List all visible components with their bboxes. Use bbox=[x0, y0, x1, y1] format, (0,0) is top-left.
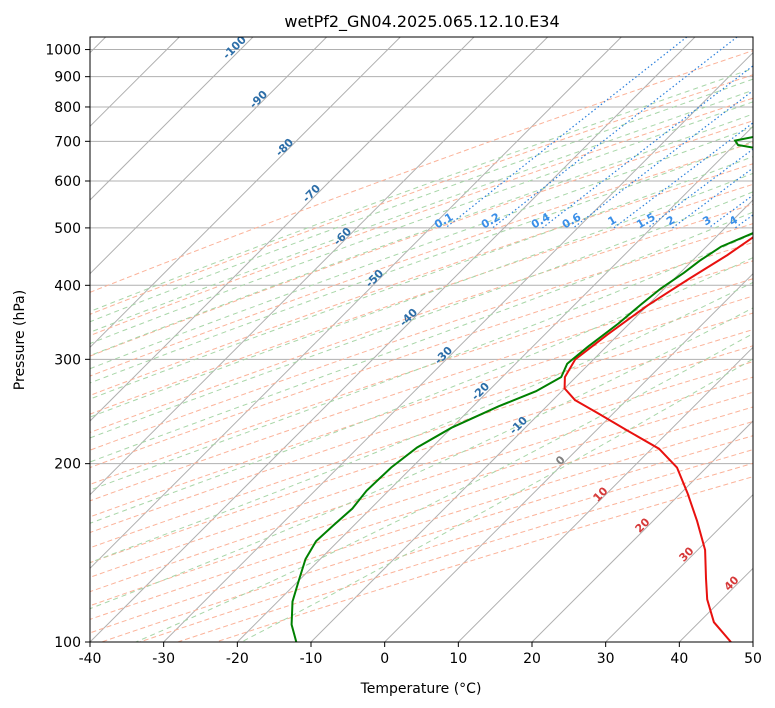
x-tick-label: -20 bbox=[226, 651, 249, 667]
isotherm-line bbox=[90, 37, 622, 570]
mixing-ratio-line bbox=[492, 37, 738, 229]
isotherm-line bbox=[457, 346, 753, 642]
y-tick-label: 500 bbox=[54, 221, 81, 237]
y-tick-label: 100 bbox=[54, 635, 81, 651]
x-tick-label: -10 bbox=[300, 651, 323, 667]
dry-adiabat-line bbox=[90, 241, 753, 469]
x-tick-label: 20 bbox=[523, 651, 541, 667]
background-lines bbox=[90, 37, 753, 642]
moist-adiabat-line bbox=[241, 358, 753, 642]
dry-adiabat-line bbox=[90, 142, 753, 377]
dry-adiabat-line bbox=[90, 345, 753, 564]
y-axis: 100 200 300 400 500 600 700 800 900 1000 bbox=[45, 43, 90, 651]
chart-title: wetPf2_GN04.2025.065.12.10.E34 bbox=[284, 12, 559, 32]
moist-adiabat-line bbox=[90, 307, 753, 610]
dry-adiabat-line bbox=[90, 163, 753, 396]
dry-adiabat-line bbox=[90, 50, 753, 293]
moist-adiabat-line bbox=[90, 89, 753, 333]
y-tick-label: 200 bbox=[54, 457, 81, 473]
isotherm-line bbox=[531, 420, 753, 642]
y-tick-label: 800 bbox=[54, 100, 81, 116]
isotherm-line bbox=[90, 37, 254, 201]
moist-adiabat-line bbox=[90, 156, 753, 400]
dry-adiabat-line bbox=[90, 223, 753, 451]
moist-adiabat-line bbox=[90, 211, 753, 463]
dry-adiabat-line bbox=[90, 260, 753, 485]
dry-adiabat-line bbox=[90, 329, 753, 549]
moist-adiabat-line bbox=[90, 281, 753, 564]
x-tick-label: 0 bbox=[380, 651, 389, 667]
moist-adiabat-line bbox=[90, 101, 753, 345]
y-tick-label: 700 bbox=[54, 134, 81, 150]
temperature-line bbox=[563, 236, 753, 642]
dry-adiabat-line bbox=[90, 278, 753, 502]
mixing-ratio-line bbox=[542, 65, 753, 229]
mixing-ratio-line bbox=[572, 89, 753, 229]
dry-adiabat-line bbox=[90, 312, 753, 534]
isotherm-line bbox=[90, 37, 401, 349]
x-tick-label: -40 bbox=[79, 651, 102, 667]
dry-adiabat-line bbox=[90, 376, 753, 593]
isotherm-line bbox=[90, 37, 696, 642]
y-tick-label: 900 bbox=[54, 70, 81, 86]
isotherm-line bbox=[90, 37, 475, 422]
isotherm-line bbox=[605, 493, 753, 642]
x-tick-label: 50 bbox=[744, 651, 762, 667]
y-tick-label: 400 bbox=[54, 278, 81, 294]
isotherm-line bbox=[310, 199, 753, 642]
dry-adiabat-line bbox=[90, 361, 753, 578]
x-tick-label: 30 bbox=[597, 651, 615, 667]
profile-lines bbox=[290, 135, 753, 642]
isotherm-line bbox=[384, 272, 753, 642]
dry-adiabat-line bbox=[90, 97, 753, 337]
y-tick-label: 300 bbox=[54, 352, 81, 368]
isotherm-line bbox=[90, 37, 549, 496]
y-tick-label: 600 bbox=[54, 174, 81, 190]
moist-adiabat-line bbox=[90, 233, 753, 491]
moist-adiabat-line bbox=[90, 126, 753, 370]
x-axis: -40 -30 -20 -10 0 10 20 30 40 50 bbox=[79, 642, 762, 667]
x-axis-label: Temperature (°C) bbox=[360, 681, 482, 697]
mixing-ratio-line bbox=[672, 167, 753, 229]
dewpoint-line bbox=[290, 135, 753, 642]
dry-adiabat-line bbox=[90, 391, 753, 607]
x-tick-label: -30 bbox=[152, 651, 175, 667]
isotherm-line bbox=[163, 51, 753, 642]
y-axis-label: Pressure (hPa) bbox=[12, 290, 28, 390]
dry-adiabat-line bbox=[90, 295, 753, 518]
moist-adiabat-line bbox=[90, 140, 753, 384]
moist-adiabat-line bbox=[90, 113, 753, 357]
plot-frame bbox=[89, 36, 754, 643]
x-tick-label: 40 bbox=[670, 651, 688, 667]
moist-adiabat-line bbox=[90, 67, 753, 313]
x-tick-label: 10 bbox=[449, 651, 467, 667]
y-tick-label: 1000 bbox=[45, 43, 81, 59]
isotherm-line bbox=[90, 37, 328, 275]
isotherm-line bbox=[236, 125, 753, 642]
